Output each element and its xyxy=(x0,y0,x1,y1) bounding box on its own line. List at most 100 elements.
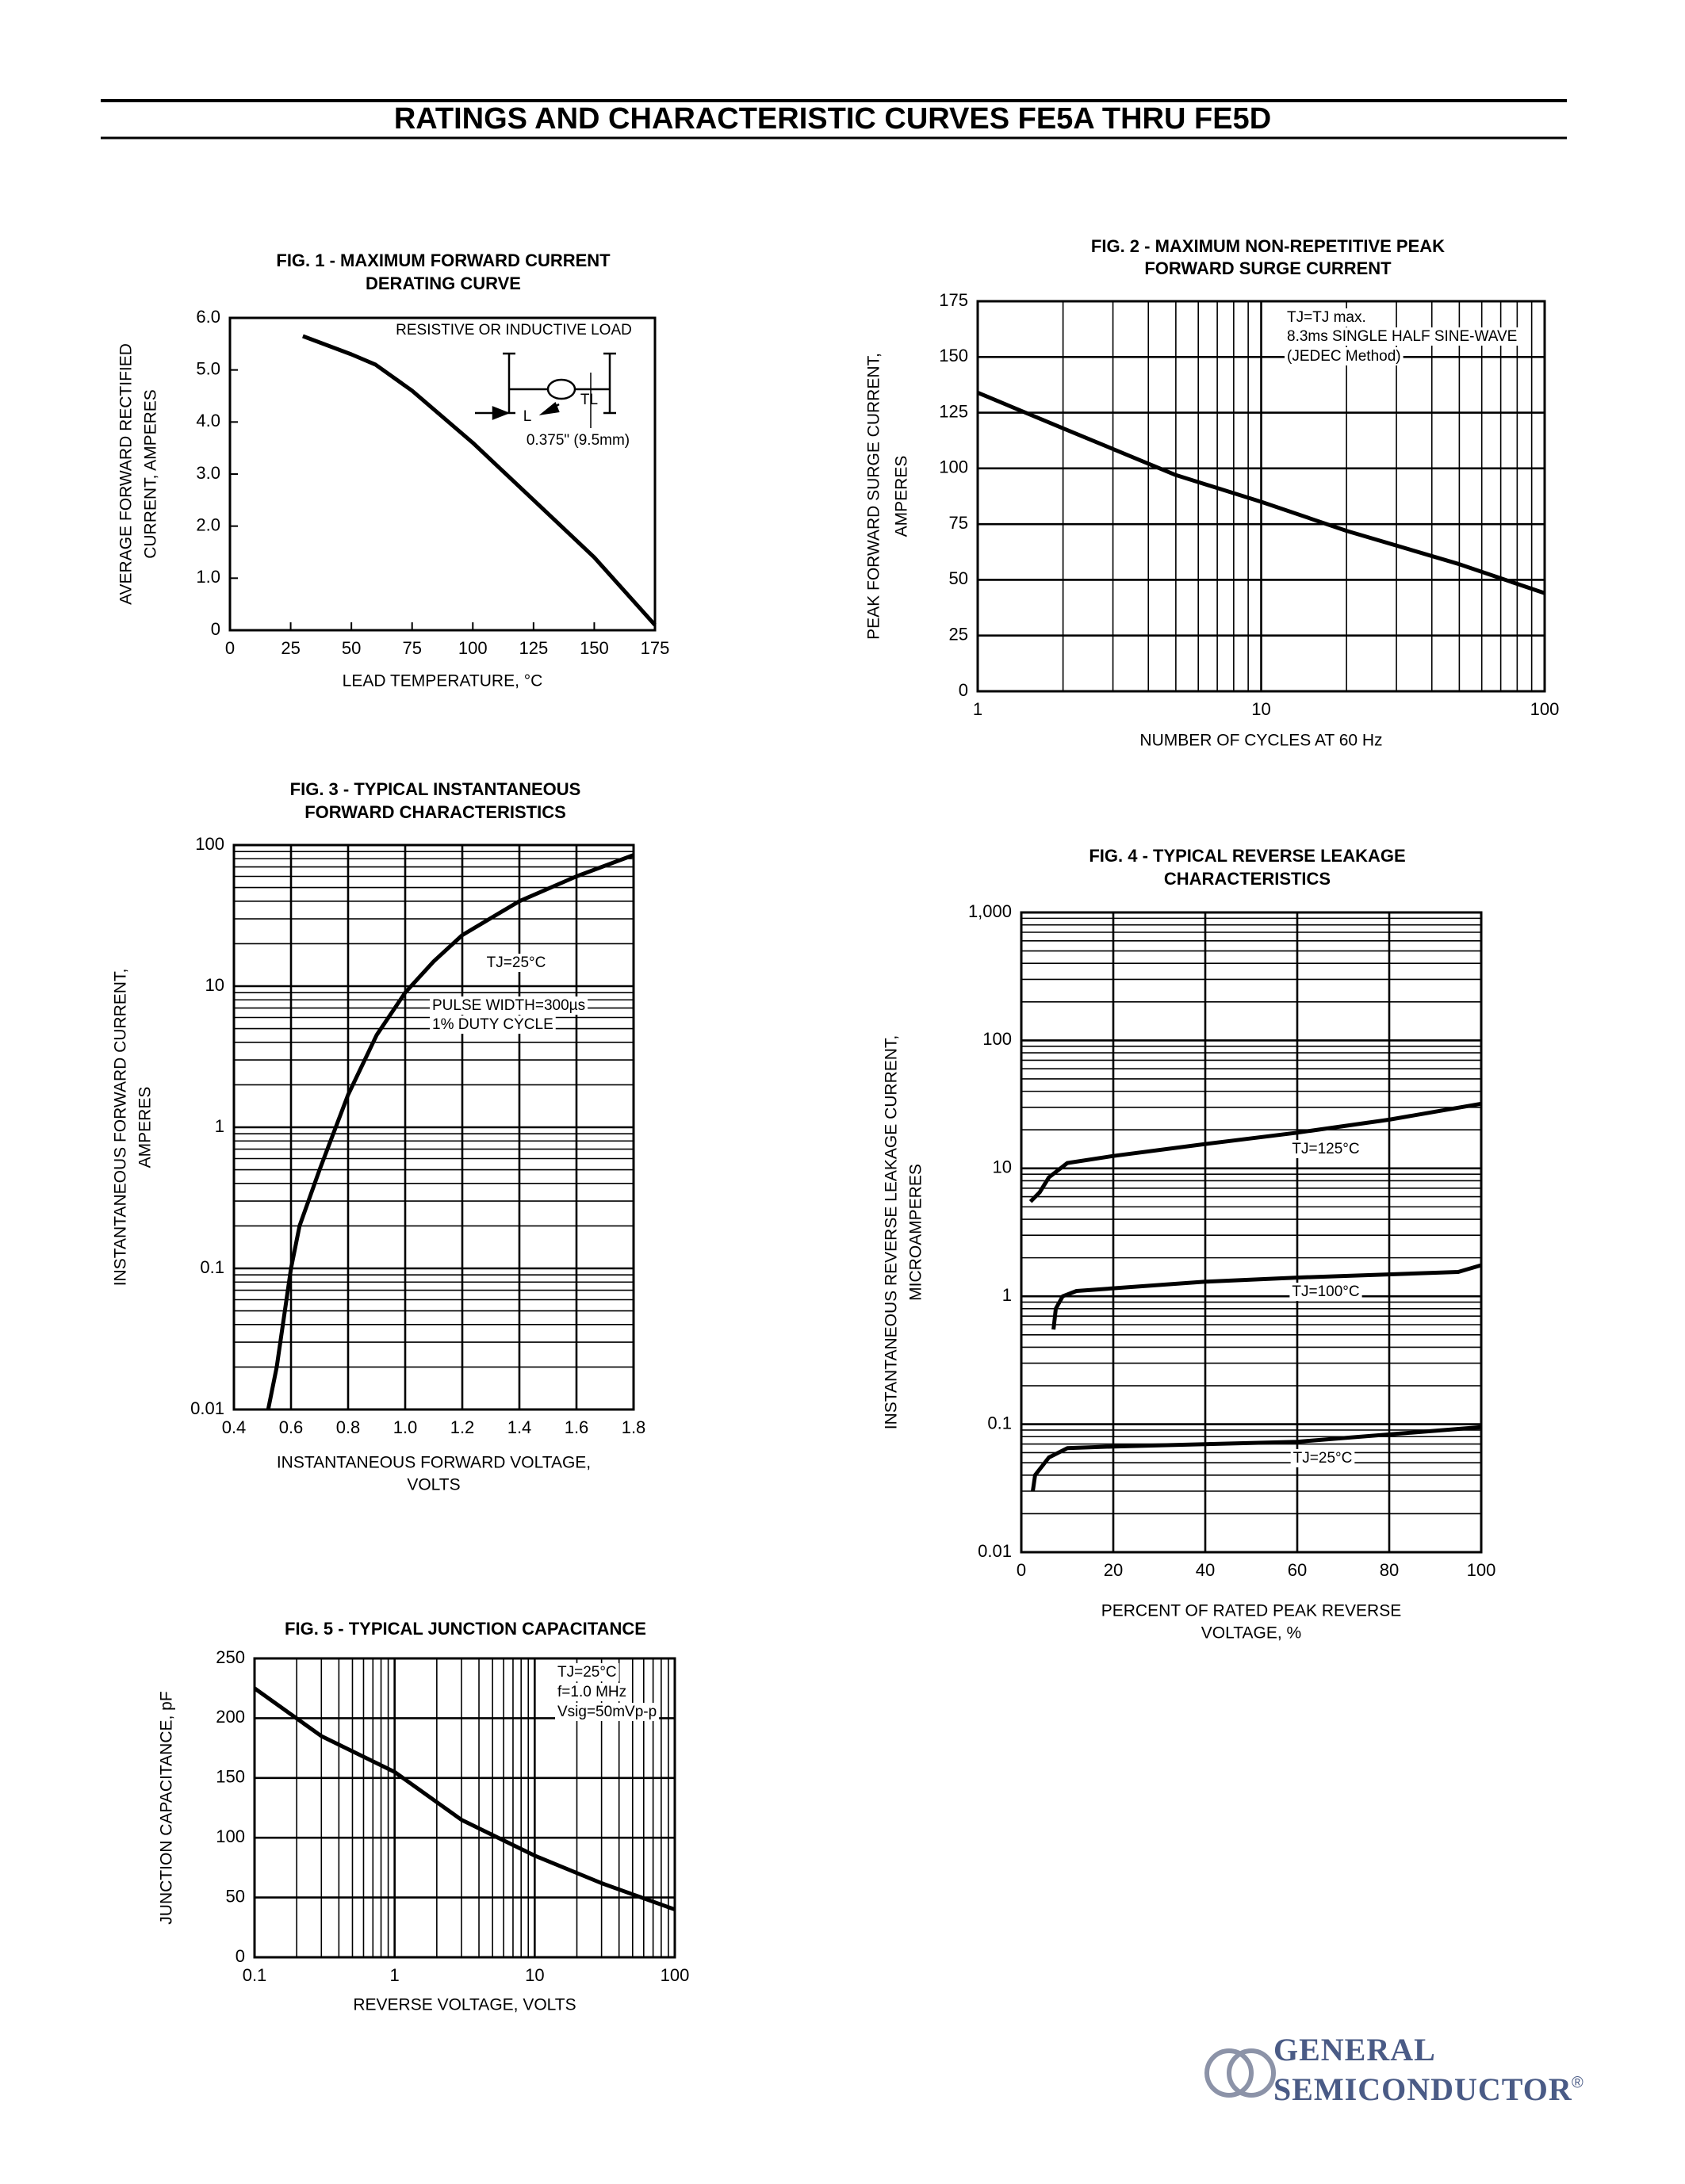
chart-title: FIG. 5 - TYPICAL JUNCTION CAPACITANCE xyxy=(285,1619,646,1639)
y-tick-label: 10 xyxy=(993,1157,1012,1177)
plot-frame xyxy=(228,316,657,632)
x-tick-label: 20 xyxy=(1104,1560,1123,1580)
x-tick-label: 0.8 xyxy=(336,1417,361,1437)
y-tick-label: 100 xyxy=(195,834,224,854)
x-tick-label: 1.4 xyxy=(507,1417,532,1437)
y-tick-label: 0 xyxy=(959,680,968,700)
chart-title: FIG. 4 - TYPICAL REVERSE LEAKAGE xyxy=(1089,846,1405,866)
label-background xyxy=(1289,1140,1362,1159)
x-tick-label: 60 xyxy=(1288,1560,1307,1580)
grid xyxy=(1020,911,1483,1554)
label-background xyxy=(484,954,549,973)
x-tick-label: 50 xyxy=(342,638,361,658)
annotation: PULSE WIDTH=300µs xyxy=(432,997,585,1014)
data-line xyxy=(977,390,1545,595)
x-axis-label: REVERSE VOLTAGE, VOLTS xyxy=(353,1996,576,2014)
chart: 0 25 50 75 100 125 150 175 0 1.0 2.0 3.0 4.0 5.0 6.0 FI… xyxy=(117,251,670,690)
annotation: 8.3ms SINGLE HALF SINE-WAVE xyxy=(1287,328,1517,345)
y-tick-label: 0 xyxy=(211,619,220,639)
data-line xyxy=(1028,1101,1482,1203)
chart-title: FIG. 2 - MAXIMUM NON-REPETITIVE PEAK xyxy=(1091,236,1445,256)
logo-icon xyxy=(1204,2048,1276,2098)
chart-title: DERATING CURVE xyxy=(366,273,521,293)
x-tick-label: 1.2 xyxy=(450,1417,475,1437)
x-axis-label: PERCENT OF RATED PEAK REVERSE xyxy=(1101,1602,1401,1620)
y-tick-label: 0.1 xyxy=(987,1413,1012,1432)
annotation: TJ=25°C xyxy=(487,954,546,971)
y-axis-label: INSTANTANEOUS FORWARD CURRENT, xyxy=(112,969,130,1287)
x-tick-label: 1.6 xyxy=(565,1417,589,1437)
grid xyxy=(229,317,656,631)
x-tick-label: 100 xyxy=(1467,1560,1496,1580)
data-line xyxy=(1031,1425,1482,1492)
y-axis-label: AMPERES xyxy=(136,1087,155,1168)
plot-frame xyxy=(1020,911,1483,1554)
y-tick-label: 0.01 xyxy=(190,1398,224,1418)
x-tick-label: 40 xyxy=(1196,1560,1215,1580)
grid xyxy=(976,300,1546,693)
x-tick-label: 25 xyxy=(281,638,300,658)
x-tick-label: 0 xyxy=(225,638,235,658)
x-tick-label: 100 xyxy=(661,1965,690,1985)
chart-title: FIG. 3 - TYPICAL INSTANTANEOUS xyxy=(290,779,581,799)
data-line xyxy=(1051,1263,1482,1330)
label-background xyxy=(1290,1449,1355,1468)
annotation: TL xyxy=(580,392,598,408)
x-tick-label: 10 xyxy=(525,1965,544,1985)
series-label: TJ=25°C xyxy=(1293,1450,1353,1467)
x-tick-label: 1.0 xyxy=(393,1417,418,1437)
x-tick-label: 80 xyxy=(1380,1560,1399,1580)
data-line xyxy=(302,334,657,627)
label-background xyxy=(555,1663,619,1682)
x-axis-label: VOLTS xyxy=(407,1476,460,1494)
grid xyxy=(232,843,635,1411)
y-tick-label: 1 xyxy=(1002,1285,1012,1305)
annotation: RESISTIVE OR INDUCTIVE LOAD xyxy=(396,322,632,339)
y-tick-label: 150 xyxy=(216,1767,245,1787)
x-tick-label: 0.4 xyxy=(222,1417,247,1437)
y-axis-label: MICROAMPERES xyxy=(907,1164,925,1301)
x-tick-label: 1.8 xyxy=(622,1417,646,1437)
y-tick-label: 1.0 xyxy=(196,567,220,587)
label-background xyxy=(430,996,588,1016)
data-line xyxy=(253,1686,676,1912)
y-tick-label: 100 xyxy=(982,1029,1012,1049)
y-tick-label: 150 xyxy=(939,346,968,365)
label-background xyxy=(430,1016,556,1035)
y-axis-label: JUNCTION CAPACITANCE, pF xyxy=(158,1691,176,1924)
label-background xyxy=(1289,1283,1362,1302)
plot-frame xyxy=(976,300,1546,693)
y-tick-label: 3.0 xyxy=(196,463,220,483)
y-axis-label: CURRENT, AMPERES xyxy=(142,389,160,559)
label-background xyxy=(555,1683,630,1702)
chart-title: CHARACTERISTICS xyxy=(1164,869,1331,889)
annotation: TJ=TJ max. xyxy=(1287,309,1366,326)
annotation: Vsig=50mVp-p xyxy=(557,1704,657,1720)
y-tick-label: 100 xyxy=(216,1826,245,1846)
registered-mark: ® xyxy=(1572,2074,1584,2091)
page-title: RATINGS AND CHARACTERISTIC CURVES FE5A T… xyxy=(394,102,1271,136)
chart-title: FORWARD SURGE CURRENT xyxy=(1144,258,1392,278)
chart: 1 10 100 0 25 50 75 100 125 150 175 FIG. 2 - MAXIMU… xyxy=(865,236,1560,750)
annotation: L xyxy=(523,408,532,425)
brand-name: SEMICONDUCTOR xyxy=(1273,2071,1572,2107)
y-tick-label: 2.0 xyxy=(196,514,220,534)
y-tick-label: 0.1 xyxy=(200,1257,224,1277)
x-tick-label: 100 xyxy=(458,638,488,658)
y-tick-label: 25 xyxy=(949,625,968,644)
x-axis-label: INSTANTANEOUS FORWARD VOLTAGE, xyxy=(277,1454,591,1472)
chart-title: FIG. 1 - MAXIMUM FORWARD CURRENT xyxy=(276,251,611,270)
y-tick-label: 1,000 xyxy=(968,901,1012,921)
brand-name: GENERAL xyxy=(1273,2032,1436,2067)
label-background xyxy=(555,1703,660,1722)
y-axis-label: AMPERES xyxy=(893,456,911,537)
series-label: TJ=125°C xyxy=(1292,1141,1359,1157)
x-tick-label: 100 xyxy=(1530,699,1560,719)
y-tick-label: 50 xyxy=(949,568,968,588)
x-axis-label: VOLTAGE, % xyxy=(1201,1624,1301,1643)
y-tick-label: 200 xyxy=(216,1707,245,1727)
y-tick-label: 5.0 xyxy=(196,358,220,378)
x-axis-label: LEAD TEMPERATURE, °C xyxy=(343,672,543,690)
